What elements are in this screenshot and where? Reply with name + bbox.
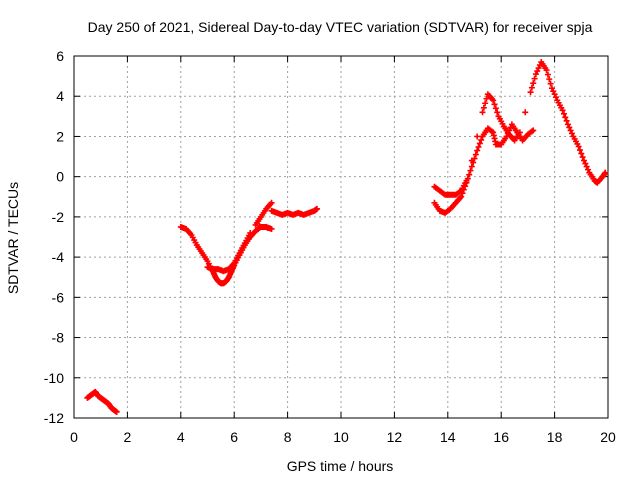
data-point <box>579 154 586 161</box>
data-point <box>602 169 609 176</box>
data-point <box>564 121 571 128</box>
y-tick-label: -10 <box>44 370 64 386</box>
x-tick-label: 8 <box>284 429 292 445</box>
data-point <box>530 127 537 134</box>
y-tick-label: 6 <box>56 48 64 64</box>
series-segment-1 <box>84 388 120 415</box>
data-point <box>113 408 120 415</box>
data-point <box>516 129 523 136</box>
data-points <box>84 59 609 415</box>
x-tick-label: 4 <box>177 429 185 445</box>
x-tick-label: 2 <box>124 429 132 445</box>
data-point <box>578 150 585 157</box>
series-segment-3 <box>268 205 320 218</box>
data-point <box>492 105 499 112</box>
chart-title: Day 250 of 2021, Sidereal Day-to-day VTE… <box>88 19 593 35</box>
data-point <box>482 100 489 107</box>
series-segment-4 <box>431 59 609 216</box>
data-point <box>468 157 475 164</box>
y-tick-label: -2 <box>52 209 65 225</box>
y-tick-label: -6 <box>52 289 65 305</box>
series-segment-2 <box>177 199 275 287</box>
x-tick-label: 20 <box>600 429 616 445</box>
y-tick-label: 2 <box>56 128 64 144</box>
data-point <box>534 68 541 75</box>
data-point <box>491 101 498 108</box>
data-point <box>566 124 573 131</box>
data-point <box>567 127 574 134</box>
data-point <box>494 109 501 116</box>
y-tick-label: 4 <box>56 88 64 104</box>
data-point <box>490 97 497 104</box>
data-point <box>583 163 590 170</box>
data-point <box>458 193 465 200</box>
data-point <box>563 117 570 124</box>
grid <box>74 56 608 418</box>
x-tick-label: 12 <box>387 429 403 445</box>
data-point <box>575 143 582 150</box>
data-point <box>532 71 539 78</box>
data-point <box>550 88 557 95</box>
data-point <box>544 71 551 78</box>
x-tick-label: 18 <box>547 429 563 445</box>
data-point <box>546 76 553 83</box>
data-point <box>535 65 542 72</box>
data-point <box>560 110 567 117</box>
data-point <box>522 109 529 116</box>
data-point <box>576 147 583 154</box>
data-point <box>528 84 535 91</box>
data-point <box>530 80 537 87</box>
data-point <box>475 144 482 151</box>
data-point <box>483 95 490 102</box>
data-point <box>256 222 263 229</box>
data-point <box>552 94 559 101</box>
data-point <box>548 85 555 92</box>
y-tick-label: -12 <box>44 410 64 426</box>
x-tick-label: 10 <box>333 429 349 445</box>
x-tick-label: 0 <box>70 429 78 445</box>
y-tick-label: 0 <box>56 169 64 185</box>
data-point <box>551 91 558 98</box>
data-point <box>474 147 481 154</box>
data-point <box>527 89 534 96</box>
data-point <box>476 140 483 147</box>
data-point <box>582 160 589 167</box>
x-tick-label: 6 <box>230 429 238 445</box>
data-point <box>474 133 481 140</box>
data-point <box>584 166 591 173</box>
data-point <box>559 107 566 114</box>
data-point <box>479 109 486 116</box>
data-point <box>478 136 485 143</box>
x-axis-label: GPS time / hours <box>287 458 394 474</box>
data-point <box>467 167 474 174</box>
data-point <box>568 130 575 137</box>
data-point <box>313 205 320 212</box>
data-point <box>468 163 475 170</box>
data-point <box>268 199 275 206</box>
data-point <box>204 264 211 271</box>
axis-ticks: 0 2 4 6 8 10 12 14 16 18 20 -12 -10 -8 -6 -4 -2 0 2 4 6 <box>44 48 616 445</box>
data-point <box>260 223 267 230</box>
data-point <box>543 67 550 74</box>
data-point <box>463 177 470 184</box>
data-point <box>268 225 275 232</box>
data-point <box>580 157 587 164</box>
data-point <box>472 151 479 158</box>
x-tick-label: 14 <box>440 429 456 445</box>
y-tick-label: -8 <box>52 330 65 346</box>
data-point <box>480 104 487 111</box>
y-axis-label: SDTVAR / TECUs <box>5 182 21 294</box>
data-point <box>466 171 473 178</box>
data-point <box>264 224 271 231</box>
y-tick-label: -4 <box>52 249 65 265</box>
data-point <box>562 114 569 121</box>
x-tick-label: 16 <box>493 429 509 445</box>
data-point <box>531 75 538 82</box>
data-point <box>547 80 554 87</box>
